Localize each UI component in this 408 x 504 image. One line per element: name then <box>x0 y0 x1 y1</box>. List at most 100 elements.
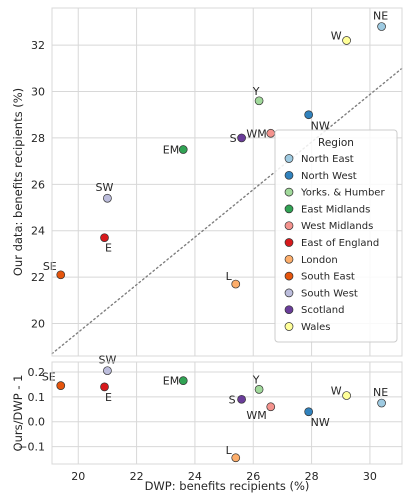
bottom-point-em <box>178 376 188 386</box>
bottom-grid <box>52 362 402 464</box>
bottom-point-label-sw: SW <box>98 354 116 367</box>
legend-entry: East Midlands <box>301 204 370 215</box>
legend-entry: East of England <box>301 238 379 249</box>
bottom-point-se <box>56 381 66 390</box>
legend-marker <box>284 154 294 163</box>
bottom-point-label-wm: WM <box>246 409 266 422</box>
top-y-tick-label: 24 <box>31 225 45 238</box>
top-y-tick-label: 28 <box>31 132 45 145</box>
bottom-point-label-l: L <box>226 444 233 457</box>
legend-marker <box>284 221 294 231</box>
x-tick-label: 24 <box>188 470 202 483</box>
top-points <box>56 22 386 289</box>
legend-marker <box>284 288 294 298</box>
bottom-point-nw <box>304 407 314 417</box>
bottom-y-tick-label: 0.1 <box>28 391 46 404</box>
top-point-w <box>342 36 351 45</box>
top-y-tick-label: 32 <box>31 39 45 52</box>
bottom-point-l <box>231 453 241 463</box>
x-tick-labels: 20 22 24 26 28 30 <box>71 470 377 483</box>
top-y-tick-label: 20 <box>31 318 45 331</box>
bottom-point-e <box>100 382 109 392</box>
bottom-points <box>56 366 386 463</box>
top-point-wm <box>266 128 276 138</box>
bottom-point-label-nw: NW <box>311 416 330 429</box>
bottom-point-w <box>342 391 351 400</box>
x-tick-label: 26 <box>246 470 260 483</box>
x-tick-label: 28 <box>305 470 319 483</box>
legend-entry: South East <box>301 272 355 283</box>
top-plot-frame <box>51 7 403 357</box>
x-tick-label: 20 <box>71 470 85 483</box>
top-point-label-w: W <box>331 29 342 42</box>
bottom-point-label-ne: NE <box>373 386 388 399</box>
legend-marker <box>284 187 294 197</box>
top-point-ne <box>377 22 386 31</box>
top-point-label-wm: WM <box>246 127 266 140</box>
top-point-label-s: S <box>230 132 237 145</box>
legend-entry: Yorks. & Humber <box>300 188 385 199</box>
legend-box <box>274 129 398 343</box>
bottom-point-label-w: W <box>331 385 342 398</box>
top-y-tick-label: 22 <box>31 271 45 284</box>
legend-entry: London <box>301 255 338 266</box>
x-tick-label: 22 <box>130 470 144 483</box>
top-point-s <box>237 133 246 143</box>
top-point-label-em: EM <box>163 144 179 157</box>
legend-entry: Scotland <box>301 305 344 316</box>
bottom-point-wm <box>266 402 276 412</box>
bottom-plot-frame <box>51 361 403 465</box>
reference-line <box>51 67 403 355</box>
top-y-tick-label: 26 <box>31 178 45 191</box>
bottom-y-tick-label: 0.0 <box>28 416 46 429</box>
legend-entry: North East <box>301 154 354 165</box>
bottom-point-label-e: E <box>105 391 112 404</box>
legend-marker <box>284 170 294 180</box>
x-tick-label: 30 <box>363 470 377 483</box>
x-axis-label: DWP: benefits recipients (%) <box>145 479 310 493</box>
legend-entry: Wales <box>301 322 331 333</box>
bottom-point-label-em: EM <box>163 375 179 388</box>
top-point-l <box>231 279 241 289</box>
top-point-label-y: Y <box>252 85 260 98</box>
legend-marker <box>284 204 294 214</box>
top-reference-line <box>51 67 403 355</box>
legend-entry: West Midlands <box>301 221 373 232</box>
top-point-y <box>254 96 264 106</box>
bottom-y-tick-labels: −0.1 0.0 0.1 0.2 <box>18 366 45 454</box>
top-point-nw <box>304 110 314 120</box>
top-point-label-e: E <box>105 242 112 255</box>
bottom-point-s <box>237 394 246 404</box>
bottom-y-tick-label: −0.1 <box>18 441 45 454</box>
bottom-y-tick-label: 0.2 <box>28 366 46 379</box>
legend-title: Region <box>318 137 354 149</box>
top-point-sw <box>103 193 112 203</box>
legend-entries: North East North West Yorks. & Humber East … <box>284 154 385 333</box>
legend-marker <box>284 254 294 264</box>
top-point-label-ne: NE <box>373 10 388 23</box>
top-point-e <box>100 233 109 243</box>
legend-entry: South West <box>301 288 358 299</box>
legend-marker <box>284 305 294 315</box>
bottom-point-sw <box>103 366 112 376</box>
top-point-label-nw: NW <box>311 120 330 133</box>
bottom-point-label-s: S <box>229 393 236 406</box>
top-y-tick-labels: 20 22 24 26 28 30 32 <box>31 39 45 330</box>
top-point-label-se: SE <box>43 260 57 273</box>
top-point-label-sw: SW <box>95 181 113 194</box>
bottom-point-ne <box>377 398 386 408</box>
legend-entry: North West <box>301 171 357 182</box>
bottom-point-y <box>254 385 264 394</box>
top-y-axis-label: Our data: benefits recipients (%) <box>11 88 25 276</box>
legend: Region North East North West Yorks. & Humb… <box>274 129 398 343</box>
legend-marker <box>284 271 294 281</box>
top-point-label-l: L <box>226 270 233 283</box>
top-point-em <box>178 145 188 154</box>
legend-marker <box>284 238 294 247</box>
legend-marker <box>284 322 294 331</box>
